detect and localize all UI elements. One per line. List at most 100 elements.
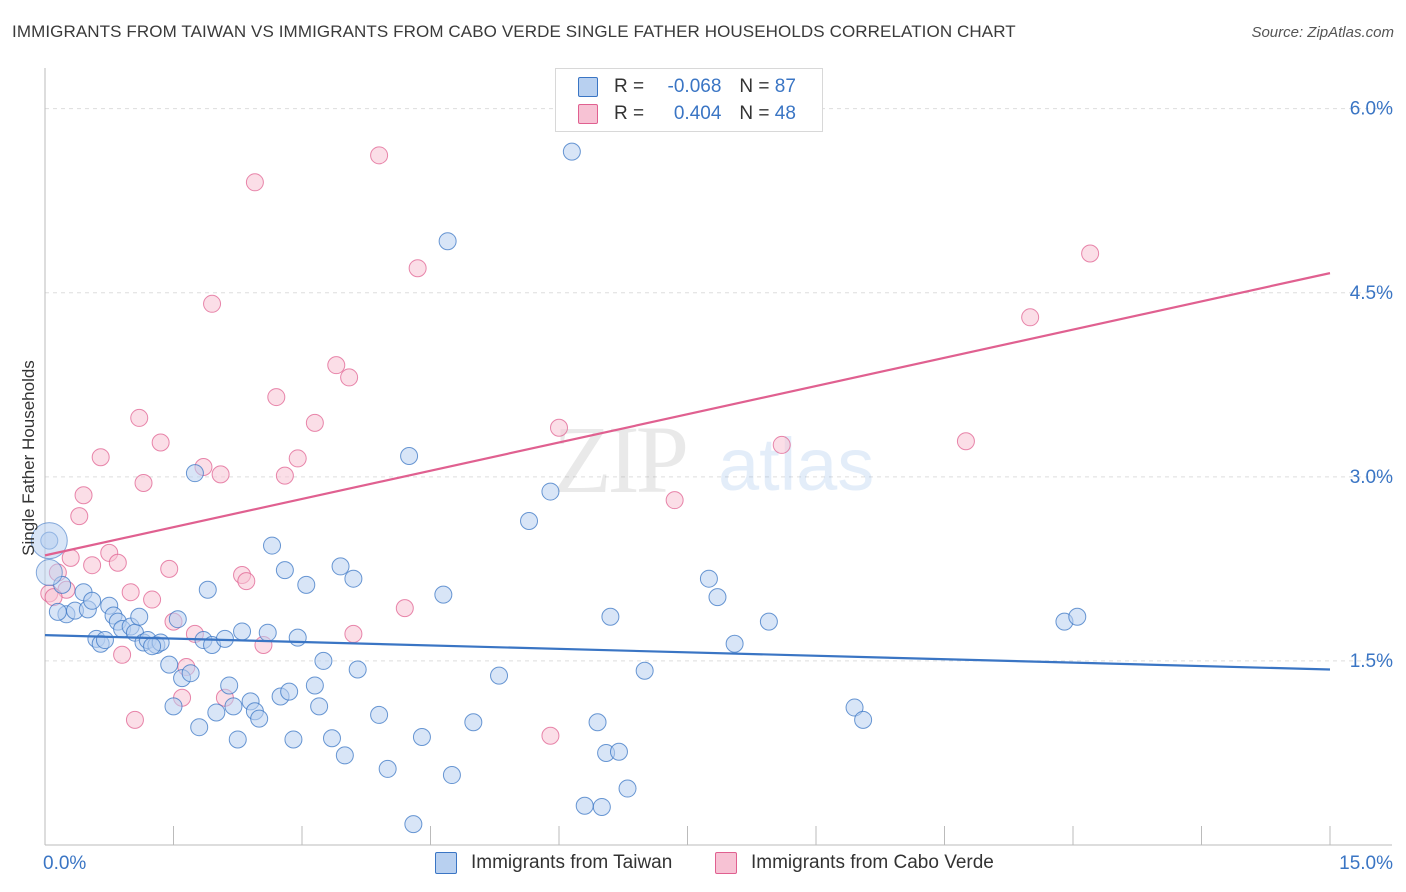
watermark-zip: ZIP bbox=[553, 406, 686, 513]
cabo-verde-point bbox=[203, 294, 222, 313]
cabo-verde-point bbox=[237, 572, 256, 591]
source-label: Source: ZipAtlas.com bbox=[1251, 24, 1394, 41]
taiwan-points bbox=[30, 142, 1087, 834]
taiwan-point bbox=[854, 710, 873, 729]
grid-lines bbox=[45, 108, 1392, 662]
cabo-verde-point bbox=[305, 413, 324, 432]
taiwan-point bbox=[331, 557, 350, 576]
taiwan-point bbox=[258, 623, 277, 642]
taiwan-point bbox=[412, 728, 431, 747]
cabo-verde-point bbox=[245, 173, 264, 192]
y-tick-label: 3.0% bbox=[1350, 467, 1393, 488]
taiwan-point bbox=[224, 697, 243, 716]
taiwan-point bbox=[442, 766, 461, 785]
taiwan-point bbox=[130, 607, 149, 626]
taiwan-point bbox=[207, 703, 226, 722]
tick-labels: 1.5% 3.0% 4.5% 6.0% 0.0% 15.0% bbox=[43, 99, 1393, 874]
series-legend: Immigrants from Taiwan Immigrants from C… bbox=[0, 852, 1406, 878]
cabo-verde-point bbox=[370, 146, 389, 165]
taiwan-point bbox=[490, 666, 509, 685]
taiwan-point bbox=[344, 569, 363, 588]
y-tick-label: 6.0% bbox=[1350, 99, 1393, 120]
cabo-verde-point bbox=[160, 559, 179, 578]
legend-r-value-taiwan: -0.068 bbox=[667, 76, 722, 97]
cabo-verde-point bbox=[130, 408, 149, 427]
taiwan-point bbox=[464, 713, 483, 732]
taiwan-point bbox=[438, 232, 457, 251]
cabo-verde-point bbox=[1081, 244, 1100, 263]
legend-n-label: N = bbox=[739, 103, 770, 124]
legend-label-taiwan: Immigrants from Taiwan bbox=[471, 852, 673, 873]
taiwan-point bbox=[322, 729, 341, 748]
taiwan-point bbox=[314, 651, 333, 670]
taiwan-point bbox=[378, 759, 397, 778]
y-tick-label: 4.5% bbox=[1350, 283, 1393, 304]
taiwan-point bbox=[588, 713, 607, 732]
taiwan-point bbox=[233, 622, 252, 641]
taiwan-point bbox=[83, 591, 102, 610]
taiwan-point bbox=[310, 697, 329, 716]
cabo-verde-trend-line bbox=[44, 272, 1331, 557]
taiwan-point bbox=[562, 142, 581, 161]
cabo-verde-point bbox=[143, 590, 162, 609]
taiwan-point bbox=[725, 634, 744, 653]
chart-title: IMMIGRANTS FROM TAIWAN VS IMMIGRANTS FRO… bbox=[12, 22, 1016, 41]
taiwan-point bbox=[220, 676, 239, 695]
taiwan-point bbox=[181, 664, 200, 683]
taiwan-point bbox=[228, 730, 247, 749]
cabo-verde-point bbox=[91, 448, 110, 467]
taiwan-point bbox=[404, 815, 423, 834]
legend-n-value-cabo: 48 bbox=[774, 103, 796, 124]
taiwan-point bbox=[609, 742, 628, 761]
taiwan-point bbox=[601, 607, 620, 626]
taiwan-point bbox=[168, 610, 187, 629]
legend-item-cabo[interactable]: Immigrants from Cabo Verde bbox=[715, 852, 994, 874]
cabo-verde-point bbox=[108, 553, 127, 572]
correlation-legend: R = -0.068 N = 87 R = 0.404 N = 48 bbox=[555, 68, 823, 132]
taiwan-point bbox=[297, 575, 316, 594]
taiwan-point bbox=[348, 660, 367, 679]
trend-lines bbox=[44, 272, 1331, 671]
taiwan-point bbox=[288, 628, 307, 647]
taiwan-point bbox=[618, 779, 637, 798]
cabo-verde-point bbox=[70, 507, 89, 526]
taiwan-point bbox=[250, 709, 269, 728]
taiwan-point bbox=[541, 482, 560, 501]
cabo-verde-point bbox=[151, 433, 170, 452]
cabo-verde-point bbox=[956, 432, 975, 451]
cabo-verde-point bbox=[772, 435, 791, 454]
cabo-verde-point bbox=[275, 466, 294, 485]
cabo-verde-point bbox=[125, 710, 144, 729]
cabo-verde-point bbox=[340, 368, 359, 387]
cabo-verde-point bbox=[211, 465, 230, 484]
cabo-verde-point bbox=[550, 418, 568, 437]
taiwan-point bbox=[845, 698, 864, 717]
taiwan-point bbox=[1068, 607, 1087, 626]
taiwan-point bbox=[759, 612, 778, 631]
taiwan-point bbox=[263, 536, 282, 555]
taiwan-point bbox=[592, 797, 611, 816]
taiwan-point bbox=[164, 697, 183, 716]
cabo-verde-point bbox=[665, 491, 684, 510]
cabo-verde-point bbox=[121, 583, 140, 602]
cabo-verde-point bbox=[1021, 308, 1040, 327]
taiwan-point bbox=[280, 682, 299, 701]
taiwan-point bbox=[305, 676, 324, 695]
legend-n-label: N = bbox=[739, 76, 770, 97]
cabo-verde-point bbox=[83, 556, 102, 575]
legend-swatch-cabo bbox=[715, 852, 737, 874]
legend-r-label: R = bbox=[614, 103, 645, 124]
legend-swatch-cabo bbox=[578, 104, 598, 124]
legend-r-label: R = bbox=[614, 76, 645, 97]
taiwan-point bbox=[160, 655, 179, 674]
cabo-verde-point bbox=[395, 599, 414, 618]
legend-item-taiwan[interactable]: Immigrants from Taiwan bbox=[435, 852, 672, 874]
taiwan-point bbox=[520, 512, 539, 531]
cabo-verde-point bbox=[113, 645, 132, 664]
cabo-verde-point bbox=[288, 449, 307, 468]
taiwan-point bbox=[575, 796, 594, 815]
legend-row-cabo: R = 0.404 N = 48 bbox=[578, 101, 796, 127]
taiwan-point bbox=[635, 661, 654, 680]
cabo-verde-point bbox=[408, 259, 427, 278]
